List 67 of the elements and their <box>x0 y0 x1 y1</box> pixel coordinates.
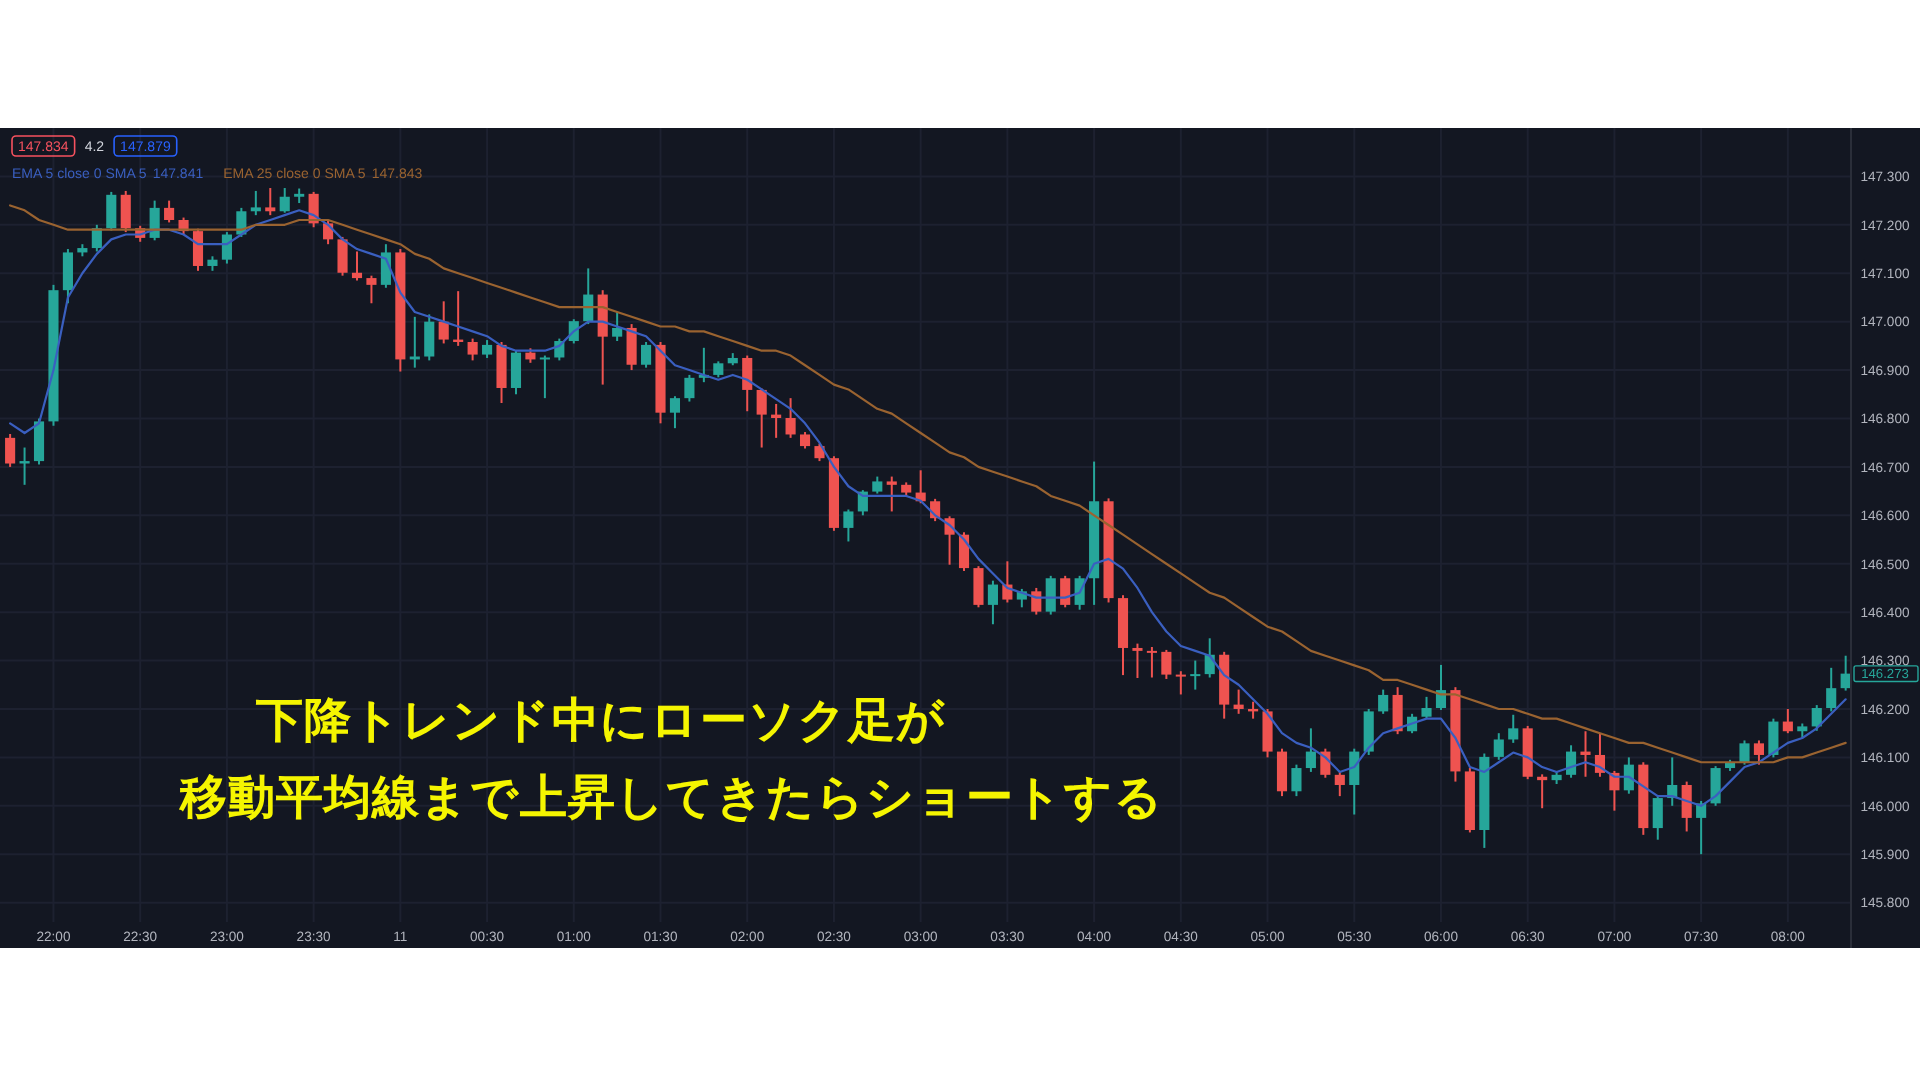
annotation: 下降トレンド中にローソク足が <box>254 692 946 748</box>
candlestick <box>1811 704 1822 732</box>
candlestick <box>641 340 652 369</box>
candlestick <box>669 395 681 430</box>
candlestick <box>1291 763 1302 798</box>
candlestick <box>1421 695 1432 720</box>
candlestick <box>265 187 276 217</box>
candlestick <box>1739 739 1750 766</box>
candlestick <box>366 274 377 305</box>
candlestick <box>5 432 16 468</box>
candlestick <box>424 313 435 362</box>
candlestick <box>612 310 623 343</box>
candlestick <box>1190 659 1201 691</box>
candlestick <box>742 354 753 413</box>
candlestick <box>973 565 984 609</box>
candlestick <box>279 187 290 214</box>
candlestick <box>886 475 897 513</box>
candlestick <box>510 349 522 396</box>
candlestick <box>1580 730 1591 778</box>
candlestick <box>192 227 204 272</box>
candlestick <box>1334 770 1345 798</box>
candlestick <box>1378 688 1389 715</box>
candlestick <box>1493 732 1504 761</box>
candlestick <box>106 190 117 232</box>
candlestick <box>1233 688 1244 715</box>
candlestick <box>1161 648 1172 680</box>
candlestick <box>1132 642 1143 679</box>
candlestick <box>684 373 695 403</box>
annotation: 移動平均線まで上昇してきたらショートする <box>178 769 1164 825</box>
candlestick <box>467 337 478 362</box>
candlestick <box>1031 586 1042 616</box>
candlestick <box>62 248 73 305</box>
candlestick <box>164 199 175 224</box>
candlestick <box>33 417 45 466</box>
candlestick <box>1508 713 1519 744</box>
candlestick <box>756 387 767 449</box>
candlestick <box>91 223 102 253</box>
candlestick <box>120 189 131 234</box>
candlestick <box>1681 780 1692 833</box>
candlestick <box>1349 747 1360 816</box>
candlestick <box>1045 574 1056 616</box>
candlestick <box>1363 707 1374 756</box>
candlestick <box>843 508 854 543</box>
candlestick <box>1060 574 1071 609</box>
candlestick <box>1768 717 1779 759</box>
candlestick <box>1262 707 1273 759</box>
candlestick <box>1782 707 1793 735</box>
candlestick <box>539 354 550 400</box>
candlestick <box>1826 666 1837 713</box>
candlestick <box>1276 747 1288 798</box>
candlestick <box>351 250 363 282</box>
candlestick <box>1652 794 1663 841</box>
candlestick <box>1710 765 1721 807</box>
candlestick <box>987 579 998 626</box>
candlestick <box>626 323 637 372</box>
candlestick <box>1305 727 1316 773</box>
candlestick <box>438 300 449 345</box>
candlestick <box>496 340 507 404</box>
candlestick <box>1175 670 1186 696</box>
candlestick <box>19 446 30 486</box>
candlestick <box>1146 646 1157 679</box>
candlestick <box>1753 739 1764 766</box>
candlestick <box>1392 686 1403 736</box>
candlestick <box>785 397 796 439</box>
candlestick <box>149 199 160 242</box>
candlestick <box>337 235 348 277</box>
candlestick <box>250 189 261 217</box>
